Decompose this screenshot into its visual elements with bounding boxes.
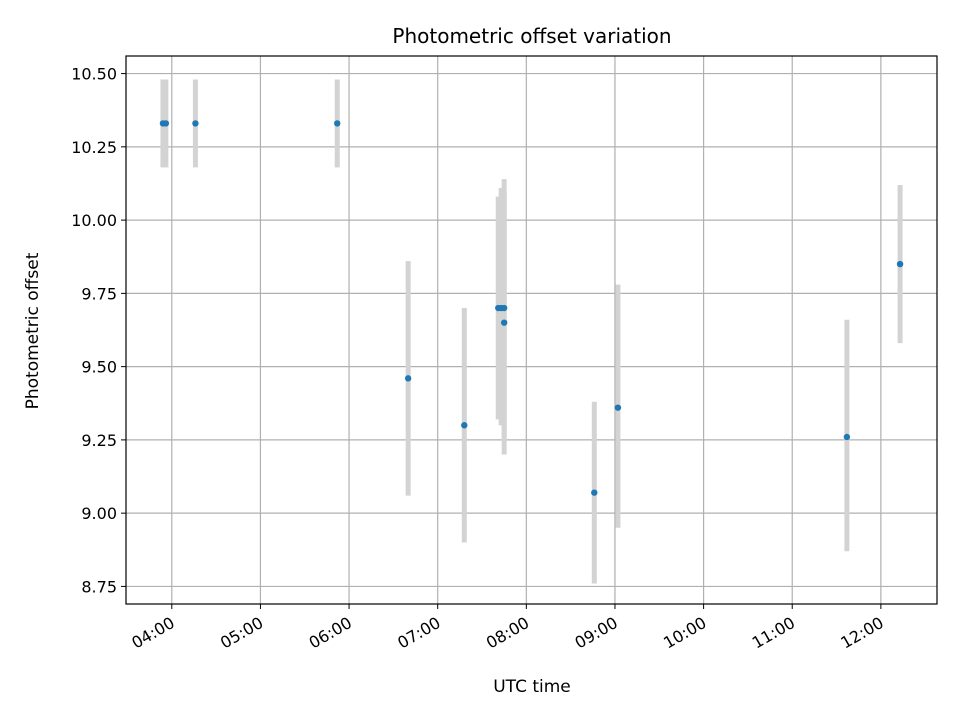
y-tick-label: 9.00 [81,504,117,523]
y-tick-label: 8.75 [81,577,117,596]
y-axis-label: Photometric offset [23,252,43,409]
y-tick-label: 10.50 [71,65,117,84]
y-tick-label: 9.25 [81,431,117,450]
data-point [192,120,199,127]
y-tick-label: 9.50 [81,358,117,377]
data-point [404,375,412,382]
grid [126,56,937,604]
data-point [614,404,622,411]
data-point [896,260,904,268]
chart-title: Photometric offset variation [392,24,671,48]
data-point [461,422,468,429]
data-points [159,120,904,496]
data-point [334,120,341,127]
data-point [843,433,851,441]
data-point [162,120,170,127]
plot-frame [125,55,938,605]
y-axis: 8.75 9.00 9.25 9.50 9.75 10.00 10.25 10.50 [71,65,126,596]
data-point [500,304,508,312]
y-tick-label: 10.00 [71,211,117,230]
y-tick-label: 10.25 [71,138,117,157]
data-point [500,319,508,326]
x-axis-label: UTC time [493,677,571,697]
y-tick-label: 9.75 [81,284,117,303]
data-point [591,489,598,496]
